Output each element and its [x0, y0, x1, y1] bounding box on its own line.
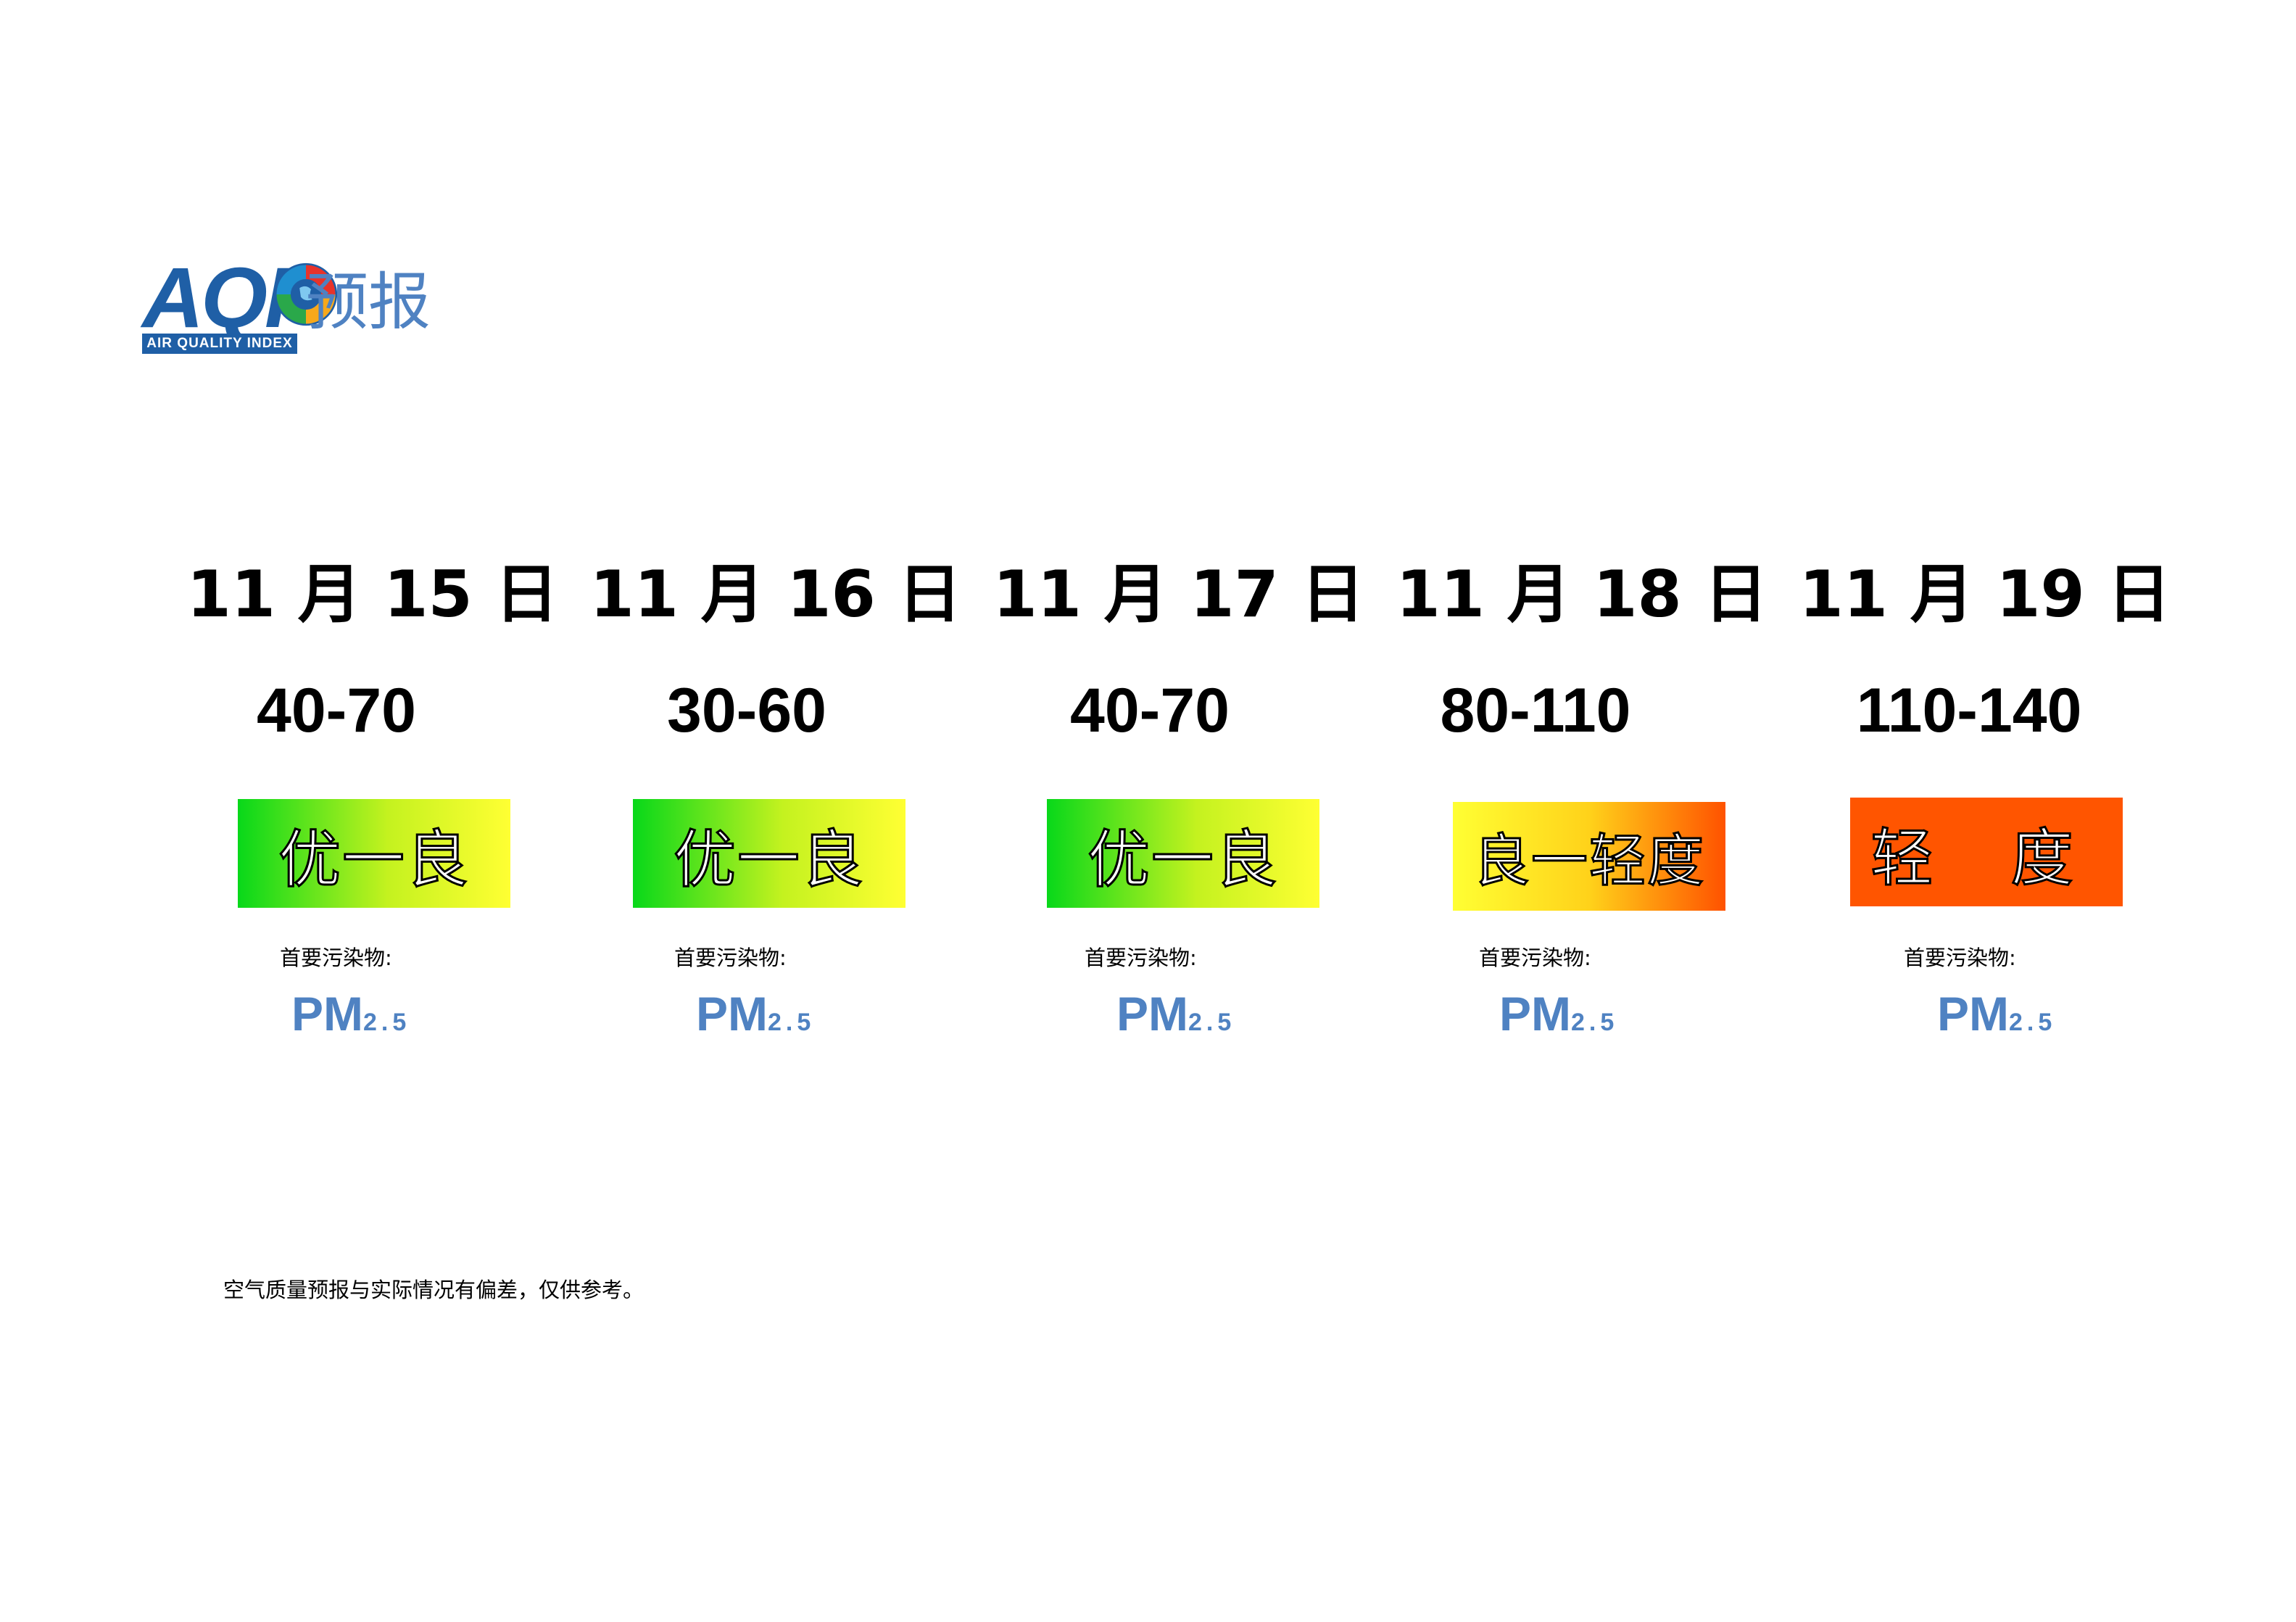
forecast-date: 11 月 15 日 [186, 557, 559, 632]
aqi-level-badge: 轻 度 [1850, 798, 2123, 906]
aqi-range: 30-60 [667, 676, 826, 745]
pollutant-label: 首要污染物: [1085, 946, 1197, 970]
pollutant-subscript: 2.5 [768, 1009, 816, 1036]
aqi-range: 80-110 [1440, 676, 1631, 745]
globe-icon [274, 262, 338, 326]
logo-tagline: AIR QUALITY INDEX [142, 334, 297, 354]
aqi-logo: AQI AIR QUALITY INDEX 预报 [142, 250, 447, 360]
forecast-day: 11 月 15 日 40-70 优一良 首要污染物: PM2.5 [170, 0, 576, 1088]
aqi-level-badge: 良一轻度 [1453, 802, 1725, 911]
pollutant-label: 首要污染物: [280, 946, 392, 970]
pollutant-main: PM [1937, 987, 2009, 1040]
forecast-date: 11 月 18 日 [1396, 557, 1768, 632]
forecast-date: 11 月 17 日 [992, 557, 1365, 632]
aqi-range: 110-140 [1856, 676, 2082, 745]
forecast-date: 11 月 19 日 [1799, 557, 2171, 632]
forecast-day: 11 月 19 日 110-140 轻 度 首要污染物: PM2.5 [1782, 0, 2188, 1088]
forecast-date: 11 月 16 日 [589, 557, 962, 632]
pollutant-main: PM [696, 987, 768, 1040]
pollutant-value: PM2.5 [1937, 986, 2056, 1041]
aqi-range: 40-70 [257, 676, 416, 745]
pollutant-main: PM [291, 987, 363, 1040]
aqi-level-badge: 优一良 [1047, 799, 1319, 908]
forecast-day: 11 月 16 日 30-60 优一良 首要污染物: PM2.5 [573, 0, 979, 1088]
disclaimer-note: 空气质量预报与实际情况有偏差，仅供参考。 [223, 1278, 645, 1302]
pollutant-main: PM [1499, 987, 1571, 1040]
forecast-day: 11 月 17 日 40-70 优一良 首要污染物: PM2.5 [976, 0, 1382, 1088]
forecast-title: 预报 [306, 266, 431, 339]
aqi-level-badge: 优一良 [633, 799, 905, 908]
pollutant-subscript: 2.5 [1571, 1009, 1619, 1036]
pollutant-subscript: 2.5 [2009, 1009, 2057, 1036]
forecast-day: 11 月 18 日 80-110 良一轻度 首要污染物: PM2.5 [1379, 0, 1785, 1088]
pollutant-value: PM2.5 [1499, 986, 1618, 1041]
pollutant-main: PM [1116, 987, 1188, 1040]
pollutant-value: PM2.5 [291, 986, 410, 1041]
pollutant-value: PM2.5 [1116, 986, 1235, 1041]
pollutant-value: PM2.5 [696, 986, 815, 1041]
aqi-range: 40-70 [1070, 676, 1230, 745]
pollutant-label: 首要污染物: [1479, 946, 1591, 970]
pollutant-label: 首要污染物: [1904, 946, 2016, 970]
logo-letters: AQI [142, 250, 289, 346]
pollutant-label: 首要污染物: [674, 946, 787, 970]
aqi-level-badge: 优一良 [238, 799, 510, 908]
pollutant-subscript: 2.5 [1188, 1009, 1236, 1036]
pollutant-subscript: 2.5 [363, 1009, 411, 1036]
